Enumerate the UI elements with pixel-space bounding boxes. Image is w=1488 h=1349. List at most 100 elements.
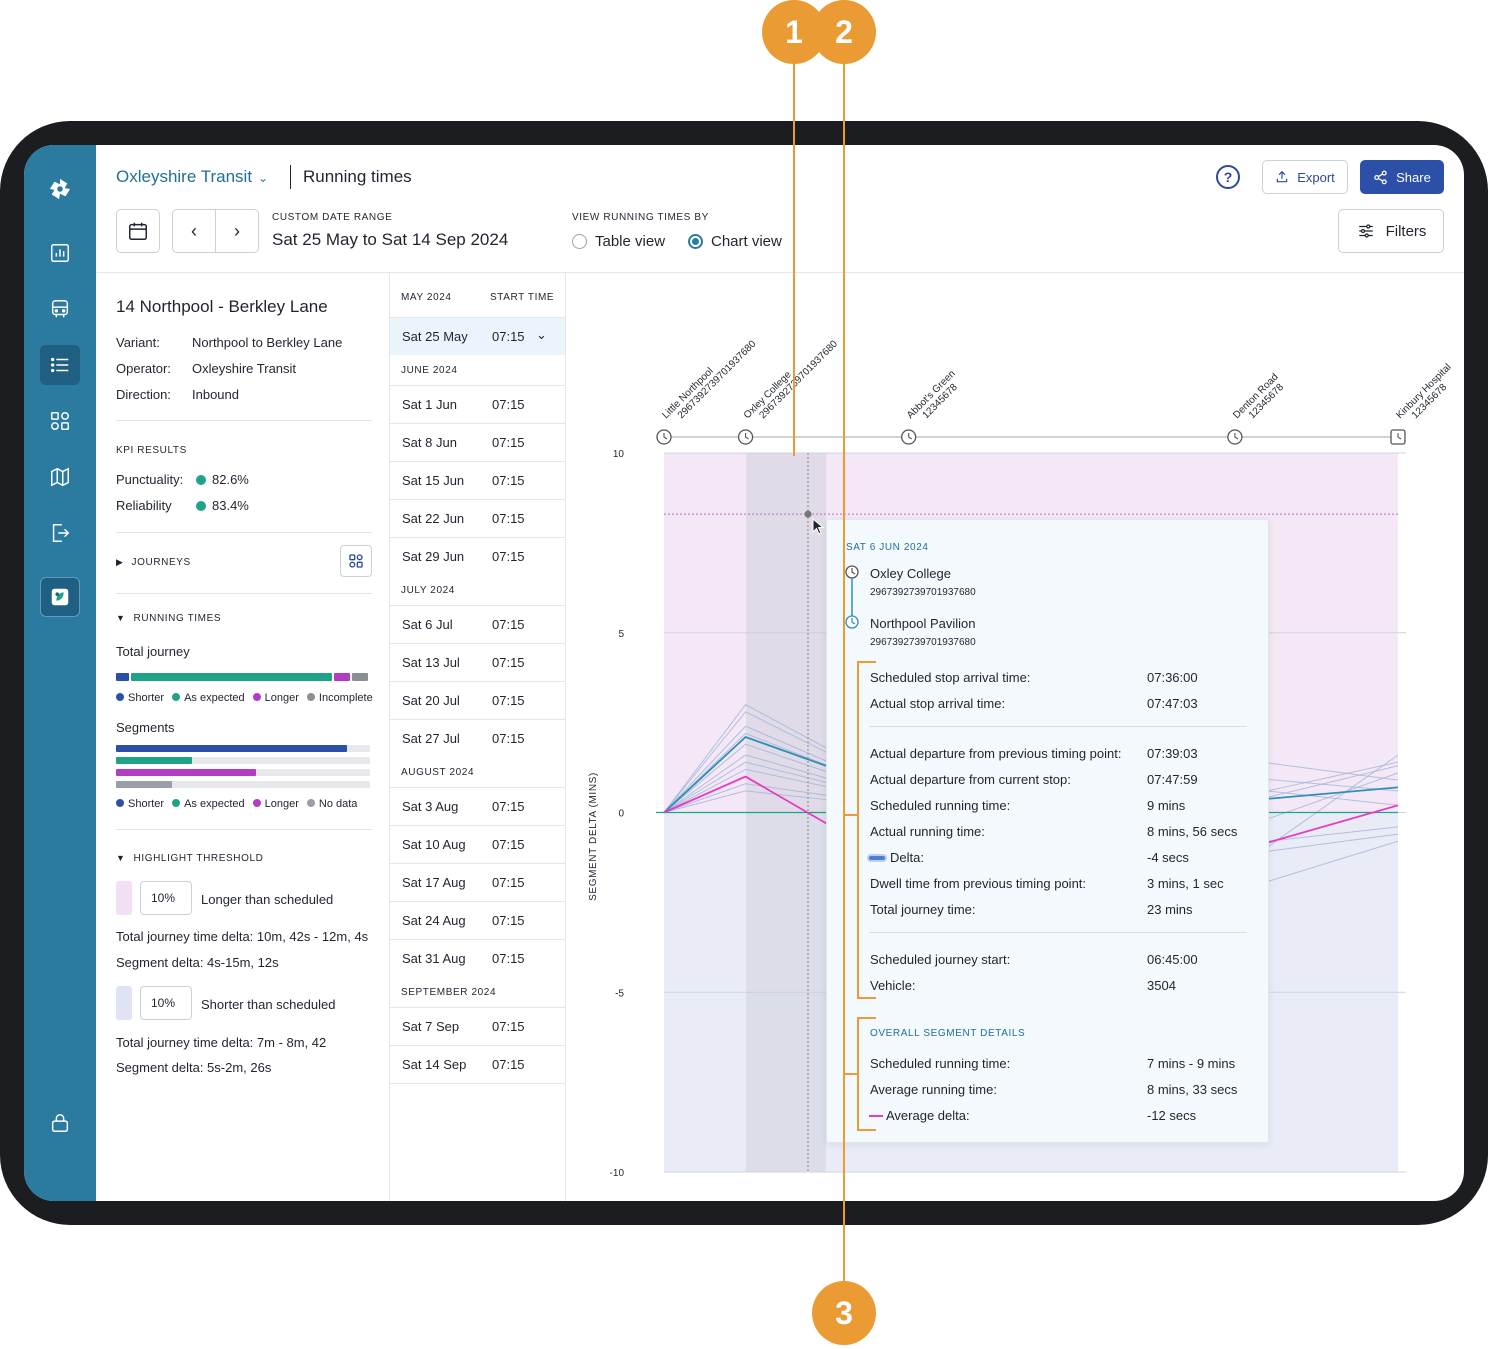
table-view-radio[interactable]: Table view (572, 233, 665, 250)
longer-swatch[interactable] (116, 881, 132, 915)
row-date: Sat 24 Aug (402, 913, 466, 928)
date-row[interactable]: Sat 24 Aug 07:15 (390, 901, 565, 939)
row-date: Sat 15 Jun (402, 473, 465, 488)
legend-item: Longer (252, 798, 299, 810)
row-start-time: 07:15 (492, 655, 525, 670)
bus-icon[interactable] (40, 289, 80, 329)
segment-bar-track (116, 757, 370, 764)
shorter-threshold-input[interactable]: 10% (140, 986, 192, 1020)
journeys-view-button[interactable] (340, 545, 372, 577)
date-row[interactable]: Sat 13 Jul 07:15 (390, 643, 565, 681)
journeys-toggle[interactable]: ▶ JOURNEYS (116, 557, 191, 568)
total-journey-segment-bar (352, 673, 368, 681)
date-row[interactable]: Sat 22 Jun 07:15 (390, 499, 565, 537)
segments-legend: Shorter As expected Longer No data (116, 798, 357, 810)
overall-heading: OVERALL SEGMENT DETAILS (870, 1028, 1026, 1039)
date-row[interactable]: Sat 6 Jul 07:15 (390, 605, 565, 643)
tooltip-row-label: Average running time: (870, 1082, 997, 1097)
divider (116, 420, 372, 421)
filters-button[interactable]: Filters (1338, 209, 1444, 253)
date-row[interactable]: Sat 15 Jun 07:15 (390, 461, 565, 499)
threshold-heading: HIGHLIGHT THRESHOLD (133, 853, 264, 864)
route-title: 14 Northpool - Berkley Lane (116, 297, 328, 316)
legend-item: Shorter (116, 692, 164, 704)
clock-hand (745, 433, 749, 440)
month-heading: JULY 2024 (401, 585, 455, 596)
bar-chart-icon[interactable] (40, 233, 80, 273)
share-label: Share (1396, 169, 1431, 185)
tooltip-row-label: Vehicle: (870, 978, 916, 993)
total-journey-legend: Shorter As expected Longer Incomplete (116, 692, 373, 704)
export-button[interactable]: Export (1262, 160, 1348, 194)
chart-view-label: Chart view (711, 233, 782, 250)
threshold-toggle[interactable]: ▼ HIGHLIGHT THRESHOLD (116, 853, 263, 864)
variant-value: Northpool to Berkley Lane (192, 335, 343, 350)
tooltip-row-value: 23 mins (1147, 902, 1193, 917)
row-date: Sat 27 Jul (402, 731, 460, 746)
next-date-button[interactable]: › (215, 209, 259, 253)
callout-2: 2 (812, 0, 876, 64)
map-icon[interactable] (40, 457, 80, 497)
total-journey-segment-bar (131, 673, 332, 681)
row-start-time: 07:15 (492, 549, 525, 564)
date-row[interactable]: Sat 25 May 07:15 ⌄ (390, 317, 565, 355)
help-icon[interactable]: ? (1216, 165, 1240, 189)
row-date: Sat 7 Sep (402, 1019, 460, 1034)
route-panel: 14 Northpool - Berkley Lane Variant: Nor… (96, 273, 390, 1201)
brand-icon[interactable] (40, 577, 80, 617)
org-selector[interactable]: Oxleyshire Transit ⌄ (116, 167, 268, 187)
callout-line-1 (793, 60, 795, 456)
caret-right-icon: ▶ (116, 557, 124, 567)
date-row[interactable]: Sat 17 Aug 07:15 (390, 863, 565, 901)
apps-icon[interactable] (40, 401, 80, 441)
row-date: Sat 10 Aug (402, 837, 466, 852)
row-date: Sat 29 Jun (402, 549, 465, 564)
tooltip-row-value: 3 mins, 1 sec (1147, 876, 1224, 891)
row-start-time: 07:15 (492, 837, 525, 852)
month-heading: MAY 2024 (401, 292, 452, 303)
delta-legend-icon (869, 856, 885, 860)
calendar-button[interactable] (116, 209, 160, 253)
longer-threshold-input[interactable]: 10% (140, 881, 192, 915)
export-label: Export (1297, 169, 1335, 185)
running-times-toggle[interactable]: ▼ RUNNING TIMES (116, 613, 221, 624)
date-row[interactable]: Sat 7 Sep 07:15 (390, 1007, 565, 1045)
kpi-heading: KPI RESULTS (116, 445, 187, 456)
prev-date-button[interactable]: ‹ (172, 209, 216, 253)
lock-icon[interactable] (40, 1103, 80, 1143)
row-start-time: 07:15 (492, 951, 525, 966)
tooltip-row-label: Actual running time: (870, 824, 985, 839)
top-bar: Oxleyshire Transit ⌄ Running times ? Expo… (96, 145, 1464, 273)
tooltip-row-label: Total journey time: (870, 902, 976, 917)
variant-label: Variant: (116, 335, 160, 350)
list-icon[interactable] (40, 345, 80, 385)
logo-icon[interactable] (40, 169, 80, 209)
chart-view-radio[interactable]: Chart view (688, 233, 782, 250)
logout-icon[interactable] (40, 513, 80, 553)
tooltip-row-label: Actual departure from previous timing po… (870, 746, 1122, 761)
legend-dot-icon (306, 693, 315, 701)
date-row[interactable]: Sat 10 Aug 07:15 (390, 825, 565, 863)
divider (116, 593, 372, 594)
date-row[interactable]: Sat 29 Jun 07:15 (390, 537, 565, 575)
date-row[interactable]: Sat 31 Aug 07:15 (390, 939, 565, 977)
shorter-swatch[interactable] (116, 986, 132, 1020)
row-start-time: 07:15 (492, 693, 525, 708)
date-row[interactable]: Sat 8 Jun 07:15 (390, 423, 565, 461)
date-row[interactable]: Sat 3 Aug 07:15 (390, 787, 565, 825)
operator-label: Operator: (116, 361, 171, 376)
tooltip-row-value: 3504 (1147, 978, 1176, 993)
date-row[interactable]: Sat 27 Jul 07:15 (390, 719, 565, 757)
tooltip-row-label: Delta: (890, 850, 924, 865)
stop-code: 2967392739701937680 (757, 338, 840, 421)
caret-down-icon: ▼ (116, 613, 126, 623)
radio-unchecked-icon (572, 234, 587, 249)
tooltip-row-value: 8 mins, 33 secs (1147, 1082, 1238, 1097)
share-button[interactable]: Share (1360, 160, 1444, 194)
date-row[interactable]: Sat 1 Jun 07:15 (390, 385, 565, 423)
date-row[interactable]: Sat 14 Sep 07:15 (390, 1045, 565, 1083)
date-row[interactable]: Sat 20 Jul 07:15 (390, 681, 565, 719)
total-journey-label: Total journey (116, 644, 190, 659)
tooltip-row-value: 07:39:03 (1147, 746, 1198, 761)
date-range-label: CUSTOM DATE RANGE (272, 212, 393, 223)
